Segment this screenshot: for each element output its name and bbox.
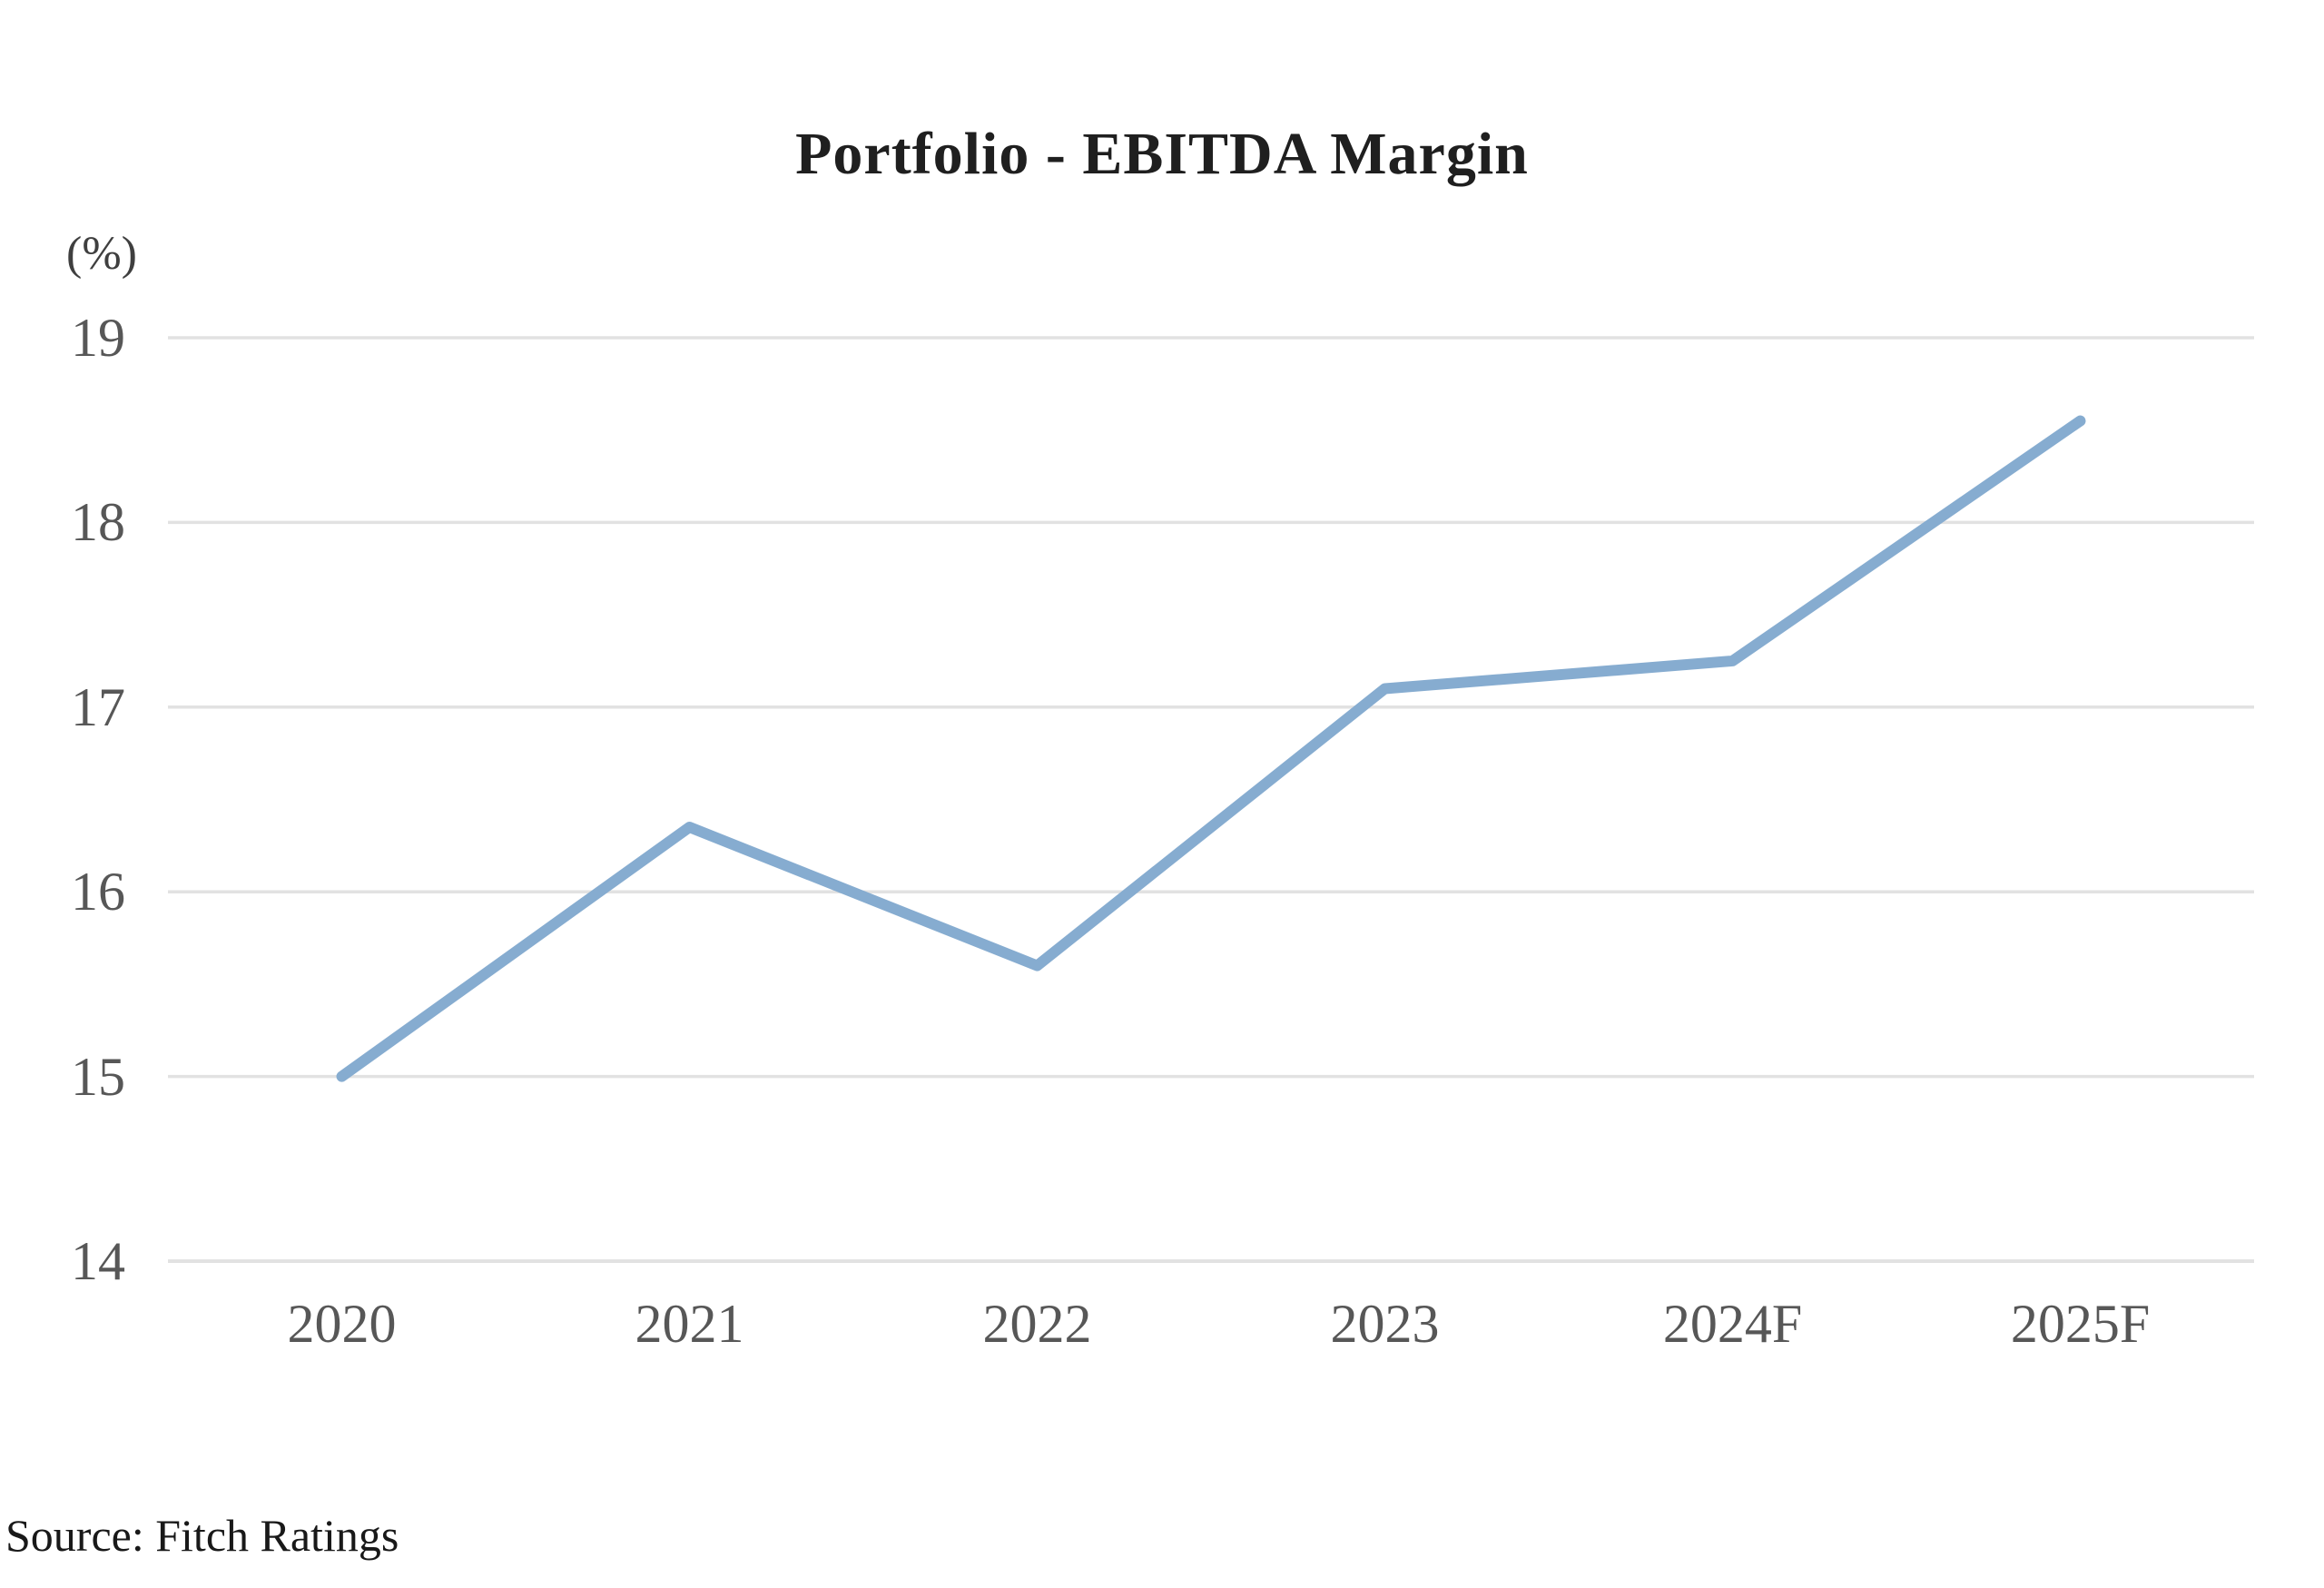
y-axis-tick-label: 17 <box>71 676 125 737</box>
x-axis-tick-label: 2020 <box>287 1294 397 1354</box>
y-axis-tick-label: 16 <box>71 862 125 922</box>
y-axis-tick-label: 15 <box>71 1046 125 1107</box>
chart-title: Portfolio - EBITDA Margin <box>795 121 1529 187</box>
y-axis-tick-label: 14 <box>71 1231 125 1291</box>
x-axis-tick-label: 2023 <box>1330 1294 1440 1354</box>
x-axis-tick-label: 2025F <box>2010 1294 2151 1354</box>
x-axis-tick-label: 2022 <box>982 1294 1092 1354</box>
y-axis-tick-label: 18 <box>71 492 125 553</box>
source-note: Source: Fitch Ratings <box>5 1510 399 1561</box>
y-axis-tick-label: 19 <box>71 308 125 368</box>
x-axis-tick-label: 2024F <box>1662 1294 1803 1354</box>
x-axis-tick-label: 2021 <box>635 1294 744 1354</box>
ebitda-margin-line <box>336 415 2086 1082</box>
y-axis-unit-label: (%) <box>66 228 137 280</box>
